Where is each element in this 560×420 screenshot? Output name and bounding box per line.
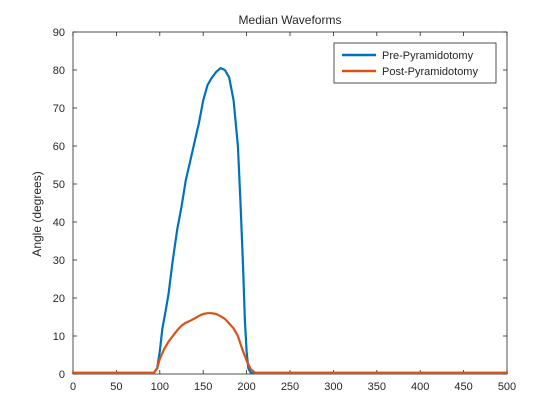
y-tick-label: 40	[53, 217, 65, 229]
plot-area	[72, 31, 508, 375]
legend: Pre-Pyramidotomy Post-Pyramidotomy	[333, 42, 497, 84]
x-tick-label: 0	[70, 381, 76, 393]
y-tick-label: 70	[53, 103, 65, 115]
legend-box	[333, 42, 497, 84]
series-line-post-pyramidotomy	[71, 312, 509, 374]
y-tick-label: 30	[53, 255, 65, 267]
y-tick-label: 90	[53, 27, 65, 39]
x-tick-label: 400	[411, 381, 429, 393]
chart-title: Median Waveforms	[239, 13, 342, 27]
plot-frame	[72, 31, 508, 375]
y-tick-label: 80	[53, 65, 65, 77]
y-tick-label: 0	[59, 369, 65, 381]
y-axis-ticks: 0 10 20 30 40 50 60 70 80 90	[53, 27, 507, 381]
y-tick-label: 50	[53, 179, 65, 191]
y-tick-label: 10	[53, 331, 65, 343]
x-tick-label: 200	[237, 381, 255, 393]
x-axis-ticks: 0 50 100 150 200 250 300 350 400 450 500	[70, 32, 516, 393]
legend-label: Post-Pyramidotomy	[382, 66, 478, 78]
x-tick-label: 300	[324, 381, 342, 393]
x-tick-label: 250	[281, 381, 299, 393]
x-tick-label: 100	[151, 381, 169, 393]
x-tick-label: 350	[368, 381, 386, 393]
x-tick-label: 150	[194, 381, 212, 393]
y-tick-label: 60	[53, 141, 65, 153]
series-lines	[71, 67, 509, 374]
legend-label: Pre-Pyramidotomy	[382, 50, 474, 62]
x-tick-label: 50	[110, 381, 122, 393]
x-tick-label: 450	[454, 381, 472, 393]
y-axis-label: Angle (degrees)	[30, 171, 44, 256]
y-tick-label: 20	[53, 293, 65, 305]
x-tick-label: 500	[498, 381, 516, 393]
